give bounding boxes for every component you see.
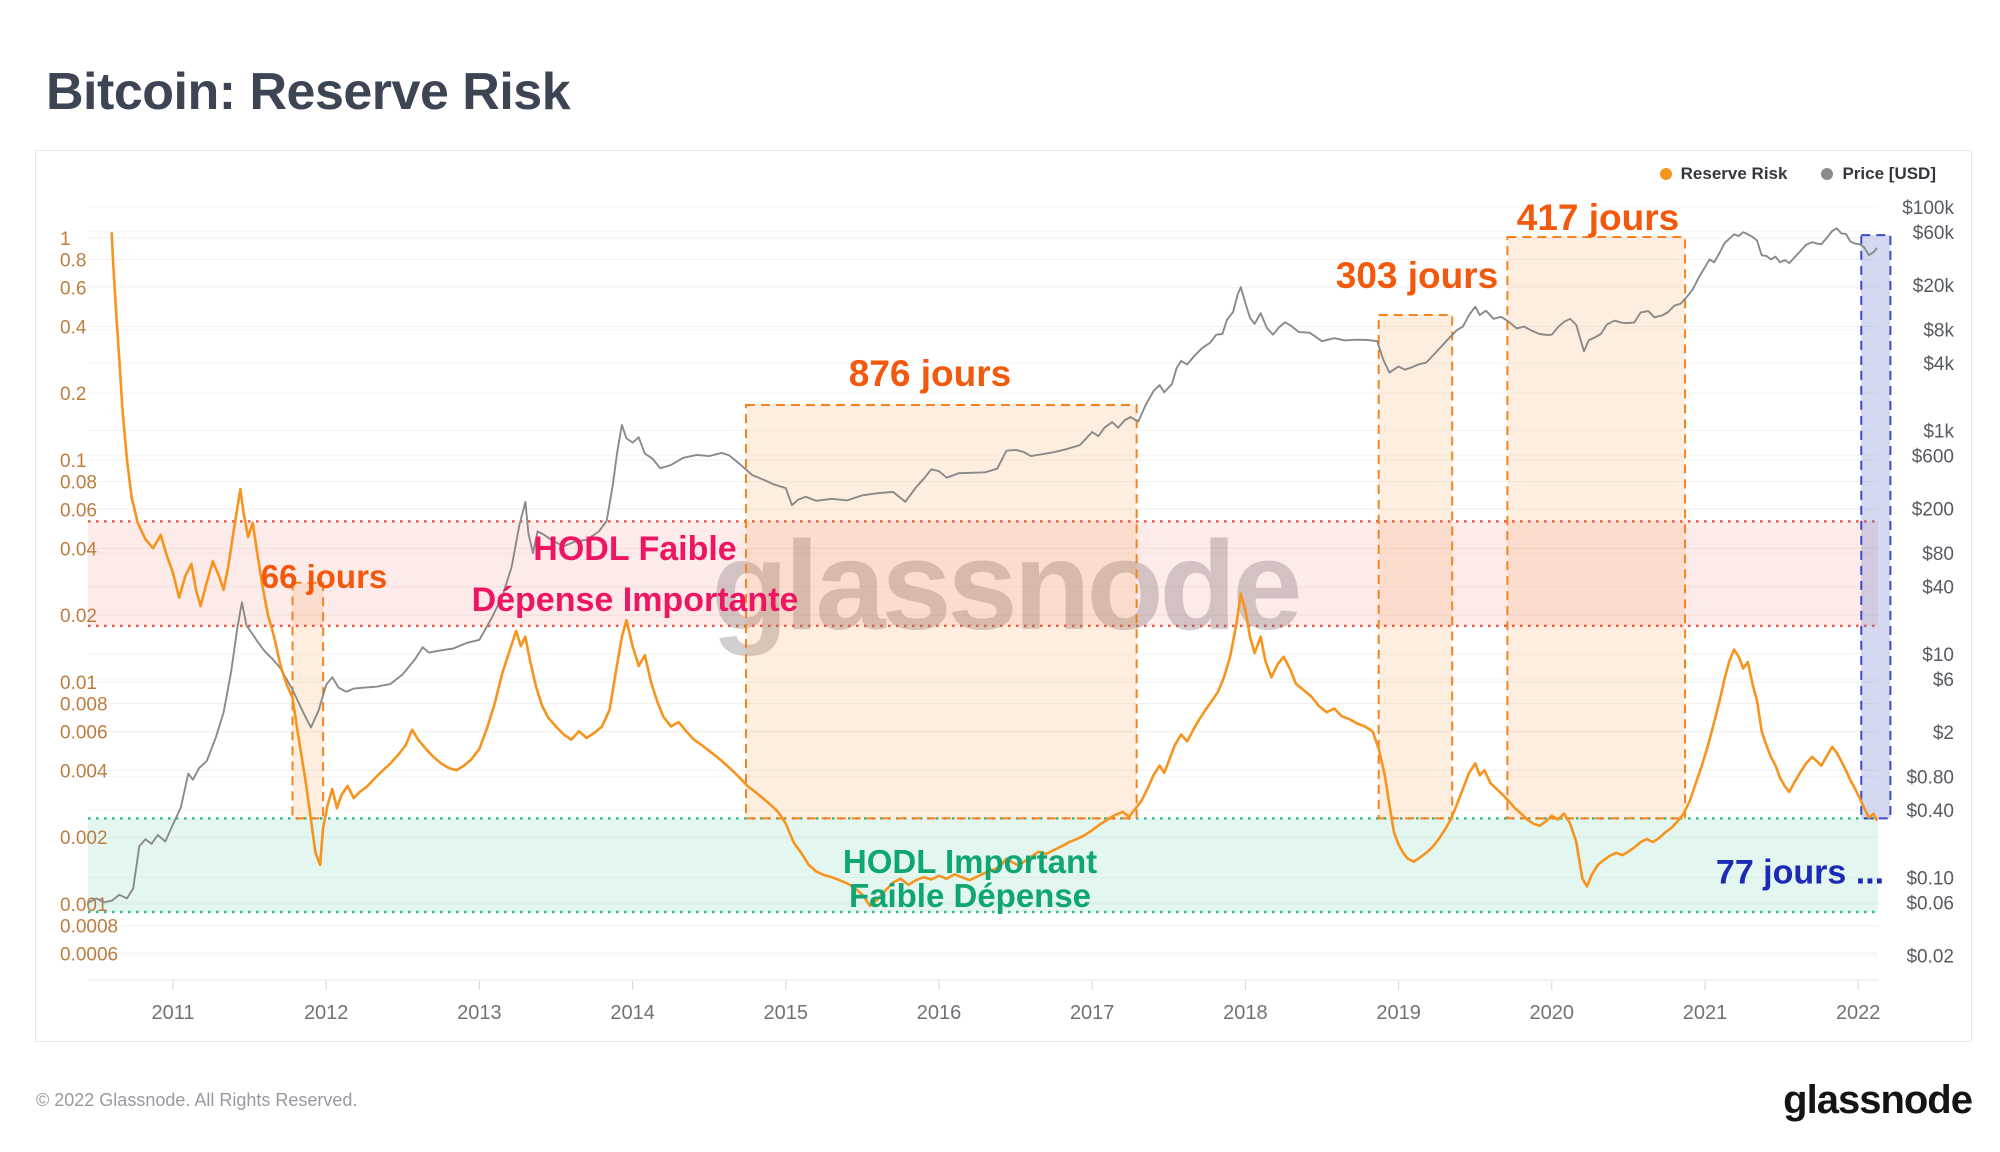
footer-copyright: © 2022 Glassnode. All Rights Reserved. <box>36 1090 358 1110</box>
annotation-hodl-important-line1: HODL Important <box>842 843 1098 880</box>
chart-legend: Reserve Risk Price [USD] <box>1659 164 1936 184</box>
legend-item-reserve-risk[interactable]: Reserve Risk <box>1659 164 1788 184</box>
annotation-77-jours: 77 jours ... <box>1715 853 1885 892</box>
legend-label-reserve-risk: Reserve Risk <box>1680 164 1788 183</box>
legend-item-price-usd[interactable]: Price [USD] <box>1821 164 1936 184</box>
annotation-303-jours: 303 jours <box>1335 255 1499 296</box>
glassnode-logo: glassnode <box>1783 1078 1973 1122</box>
reserve-risk-dot-icon <box>1659 168 1672 180</box>
annotation-hodl-important: HODL Important Faible Dépense <box>843 845 1097 913</box>
price-usd-dot-icon <box>1821 168 1834 180</box>
page-title: Bitcoin: Reserve Risk <box>46 63 571 121</box>
annotation-876-jours: 876 jours <box>848 353 1012 394</box>
annotation-hodl-faible: HODL Faible Dépense Importante <box>472 524 799 626</box>
annotation-hodl-faible-line1: HODL Faible <box>533 530 737 568</box>
annotation-hodl-faible-line2: Dépense Importante <box>471 581 799 619</box>
annotation-66-jours: 66 jours <box>260 558 388 595</box>
legend-label-price-usd: Price [USD] <box>1842 164 1936 183</box>
annotation-hodl-important-line2: Faible Dépense <box>848 877 1092 914</box>
annotation-417-jours: 417 jours <box>1516 197 1680 238</box>
